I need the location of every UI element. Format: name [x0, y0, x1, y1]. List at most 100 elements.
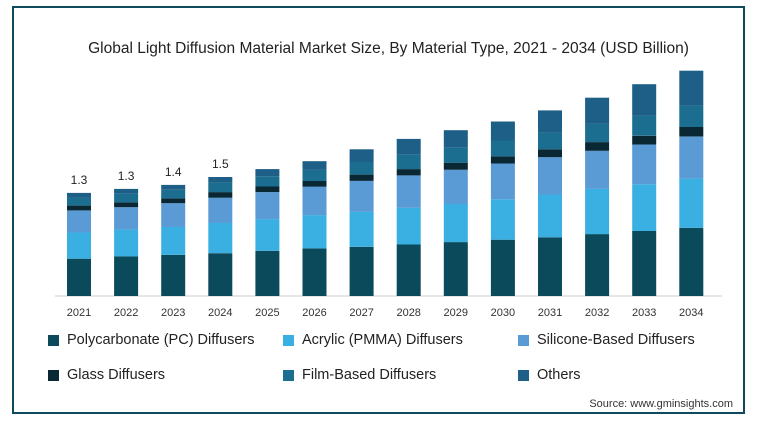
- bar-segment-2027-series-5: [349, 149, 374, 162]
- bar-segment-2030-series-1: [490, 199, 515, 240]
- bar-segment-2024-series-4: [208, 182, 233, 193]
- chart-title: Global Light Diffusion Material Market S…: [88, 40, 689, 57]
- bar-segment-2022-series-0: [114, 256, 139, 296]
- bar-segment-2028-series-0: [396, 244, 421, 296]
- source-note: Source: www.gminsights.com: [589, 398, 733, 410]
- bar-segment-2034-series-3: [679, 127, 704, 137]
- bar-segment-2023-series-0: [161, 254, 186, 296]
- bar-segment-2023-series-2: [161, 203, 186, 227]
- bar-segment-2028-series-4: [396, 154, 421, 170]
- total-label-2021: 1.3: [71, 173, 88, 187]
- bar-segment-2022-series-2: [114, 207, 139, 230]
- bar-segment-2025-series-0: [255, 250, 280, 296]
- x-tick-label-2031: 2031: [538, 307, 562, 319]
- bar-segment-2021-series-0: [67, 258, 91, 296]
- bar-segment-2032-series-1: [585, 188, 610, 235]
- bar-segment-2024-series-0: [208, 253, 233, 296]
- bar-segment-2026-series-4: [302, 169, 327, 181]
- bar-segment-2027-series-1: [349, 211, 374, 247]
- bar-segment-2026-series-3: [302, 181, 327, 187]
- bar-segment-2022-series-1: [114, 229, 139, 257]
- bar-segment-2034-series-1: [679, 178, 704, 228]
- bar-segment-2030-series-4: [490, 140, 515, 157]
- bar-segment-2021-series-3: [67, 205, 91, 211]
- x-tick-label-2022: 2022: [114, 307, 138, 319]
- bar-segment-2029-series-5: [443, 130, 468, 148]
- x-tick-label-2032: 2032: [585, 307, 609, 319]
- bar-segment-2031-series-5: [538, 110, 562, 133]
- bar-segment-2032-series-0: [585, 234, 610, 296]
- x-tick-label-2026: 2026: [302, 307, 326, 319]
- bar-segment-2027-series-2: [349, 181, 374, 212]
- bar-segment-2032-series-2: [585, 150, 610, 189]
- x-tick-label-2024: 2024: [208, 307, 232, 319]
- bar-segment-2029-series-0: [443, 242, 468, 296]
- bar-segment-2029-series-4: [443, 147, 468, 163]
- bar-segment-2024-series-2: [208, 197, 233, 223]
- total-label-2023: 1.4: [165, 165, 182, 179]
- bar-segment-2034-series-2: [679, 136, 704, 179]
- x-tick-label-2028: 2028: [396, 307, 420, 319]
- bar-segment-2030-series-5: [490, 121, 515, 141]
- bar-segment-2032-series-4: [585, 123, 610, 143]
- bar-segment-2022-series-3: [114, 202, 139, 208]
- bar-segment-2028-series-2: [396, 175, 421, 208]
- bar-segment-2030-series-2: [490, 163, 515, 200]
- bar-segment-2032-series-3: [585, 142, 610, 151]
- bar-segment-2021-series-5: [67, 192, 91, 198]
- bar-segment-2030-series-3: [490, 156, 515, 164]
- bar-segment-2029-series-2: [443, 169, 468, 204]
- bar-segment-2034-series-4: [679, 105, 704, 127]
- bar-segment-2025-series-1: [255, 219, 280, 251]
- bars-group: [67, 70, 704, 296]
- bar-segment-2028-series-3: [396, 169, 421, 176]
- bar-segment-2029-series-3: [443, 162, 468, 170]
- bar-segment-2029-series-1: [443, 204, 468, 243]
- x-tick-label-2033: 2033: [632, 307, 656, 319]
- bar-segment-2033-series-1: [632, 184, 657, 231]
- bar-segment-2033-series-0: [632, 231, 657, 296]
- bar-segment-2031-series-1: [538, 194, 562, 238]
- bar-segment-2033-series-2: [632, 144, 657, 185]
- bar-segment-2033-series-3: [632, 135, 657, 145]
- bar-segment-2023-series-5: [161, 184, 186, 190]
- bar-segment-2026-series-5: [302, 161, 327, 170]
- bar-segment-2027-series-3: [349, 174, 374, 181]
- bar-segment-2023-series-3: [161, 198, 186, 204]
- x-tick-label-2034: 2034: [679, 307, 703, 319]
- bar-segment-2031-series-0: [538, 237, 562, 296]
- x-tick-label-2025: 2025: [255, 307, 279, 319]
- bar-segment-2034-series-0: [679, 227, 704, 296]
- bar-segment-2030-series-0: [490, 239, 515, 296]
- bar-segment-2033-series-5: [632, 84, 657, 116]
- bar-segment-2027-series-4: [349, 161, 374, 175]
- bar-segment-2023-series-1: [161, 227, 186, 255]
- total-label-2024: 1.5: [212, 157, 229, 171]
- total-labels-group: 1.3 1.3 1.4 1.5: [71, 157, 229, 187]
- bar-segment-2026-series-2: [302, 186, 327, 216]
- bar-segment-2023-series-4: [161, 189, 186, 199]
- total-label-2022: 1.3: [118, 169, 135, 183]
- bar-segment-2026-series-1: [302, 215, 327, 249]
- x-tick-label-2027: 2027: [349, 307, 373, 319]
- bar-segment-2027-series-0: [349, 246, 374, 296]
- bar-segment-2021-series-1: [67, 232, 91, 259]
- bar-segment-2032-series-5: [585, 97, 610, 124]
- bar-segment-2034-series-5: [679, 70, 704, 106]
- bar-segment-2028-series-5: [396, 138, 421, 155]
- bar-segment-2025-series-3: [255, 186, 280, 193]
- bar-segment-2024-series-3: [208, 192, 233, 198]
- bar-segment-2021-series-2: [67, 210, 91, 233]
- bar-segment-2022-series-5: [114, 188, 139, 194]
- x-tick-label-2023: 2023: [161, 307, 185, 319]
- x-ticks-group: 2021 2022 2023 2024 2025 2026 2027 2028 2029 2030…: [67, 307, 704, 319]
- x-tick-label-2021: 2021: [67, 307, 91, 319]
- x-tick-label-2030: 2030: [491, 307, 515, 319]
- bar-segment-2028-series-1: [396, 208, 421, 245]
- bar-segment-2031-series-2: [538, 157, 562, 195]
- bar-segment-2031-series-4: [538, 132, 562, 150]
- bar-segment-2021-series-4: [67, 197, 91, 206]
- bar-segment-2024-series-1: [208, 223, 233, 254]
- x-tick-label-2029: 2029: [444, 307, 468, 319]
